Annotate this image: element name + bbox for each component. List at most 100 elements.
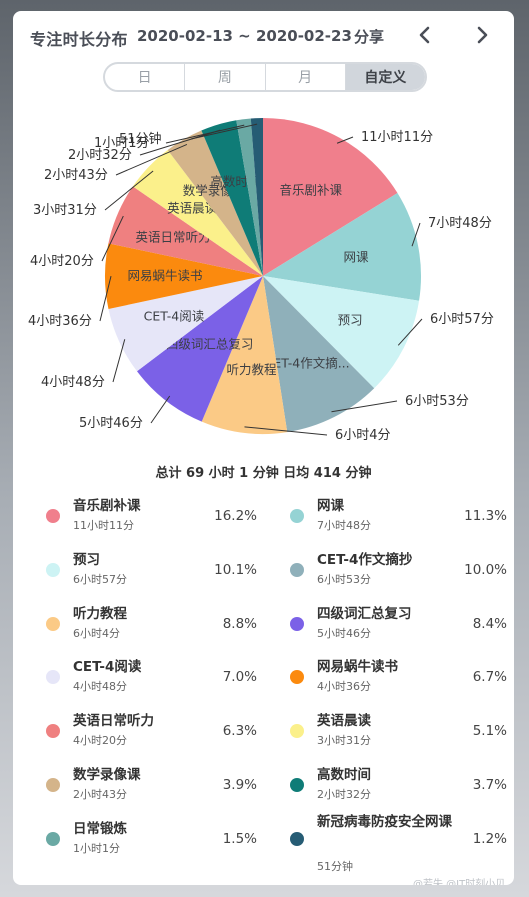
- legend-color-dot: [46, 778, 60, 792]
- legend-percent: 10.1%: [214, 561, 257, 578]
- tab-week[interactable]: 周: [185, 64, 266, 90]
- slice-duration-label: 7小时48分: [428, 216, 492, 231]
- legend-color-dot: [290, 562, 304, 577]
- watermark: @若失 @IT时刻小贝日: [413, 879, 506, 885]
- chevron-right-icon: [477, 26, 488, 44]
- leader-line: [397, 318, 423, 346]
- pie-slice[interactable]: [263, 193, 422, 301]
- legend-percent: 10.0%: [464, 561, 507, 578]
- legend-duration: 4小时36分: [317, 680, 371, 694]
- share-button[interactable]: 分享: [354, 28, 385, 46]
- legend-name: CET-4作文摘抄: [317, 551, 413, 568]
- slice-duration-label: 4小时36分: [28, 314, 92, 329]
- pie-slice[interactable]: [108, 276, 263, 372]
- legend-name: 网易蜗牛读书: [317, 659, 398, 676]
- pie-slice[interactable]: [201, 276, 288, 435]
- legend-duration: 1小时1分: [73, 841, 120, 855]
- pie-slice[interactable]: [250, 118, 263, 276]
- header-bar: 专注时长分布 2020-02-13 ~ 2020-02-23 分享: [13, 11, 514, 61]
- legend-percent: 8.4%: [472, 615, 507, 632]
- legend-percent: 7.0%: [222, 669, 257, 686]
- pie-slice[interactable]: [105, 243, 264, 310]
- pie-slice[interactable]: [167, 130, 263, 276]
- leader-line: [99, 276, 112, 322]
- legend-name: 新冠病毒防疫安全网课: [317, 813, 452, 830]
- legend-name: CET-4阅读: [73, 659, 142, 676]
- legend-percent: 5.1%: [472, 723, 507, 740]
- legend-name: 高数时间: [317, 767, 371, 783]
- legend-color-dot: [290, 616, 304, 631]
- legend-item[interactable]: 网易蜗牛读书 4小时36分 6.7%: [263, 654, 513, 708]
- legend-name: 英语日常听力: [73, 713, 154, 730]
- tab-day[interactable]: 日: [105, 64, 186, 90]
- legend-color-dot: [46, 670, 60, 685]
- legend-item[interactable]: 音乐剧补课 11小时11分 16.2%: [13, 493, 263, 547]
- slice-duration-label: 6小时57分: [430, 312, 494, 327]
- slice-duration-label: 6小时4分: [335, 428, 391, 443]
- pie-slice[interactable]: [263, 118, 398, 276]
- prev-period-button[interactable]: [409, 19, 441, 51]
- leader-line: [411, 222, 421, 247]
- leader-line: [165, 124, 245, 144]
- tab-custom[interactable]: 自定义: [345, 64, 425, 90]
- legend-duration: 2小时32分: [317, 788, 371, 801]
- legend-color-dot: [290, 831, 304, 846]
- slice-duration-label: 1小时1分: [94, 136, 150, 151]
- tab-month[interactable]: 月: [266, 64, 346, 90]
- legend-item[interactable]: 听力教程 6小时4分 8.8%: [13, 601, 263, 655]
- legend-item[interactable]: 预习 6小时57分 10.1%: [13, 547, 263, 601]
- legend-name: 音乐剧补课: [73, 498, 141, 514]
- legend-percent: 1.5%: [222, 830, 257, 847]
- pie-slice[interactable]: [263, 276, 375, 433]
- slice-duration-label: 11小时11分: [361, 130, 433, 145]
- legend-item[interactable]: 网课 7小时48分 11.3%: [263, 493, 513, 547]
- legend-item[interactable]: 数学录像课 2小时43分 3.9%: [13, 762, 263, 816]
- legend-duration: 2小时43分: [73, 788, 127, 801]
- pie-slice[interactable]: [201, 120, 263, 276]
- leader-line: [150, 395, 171, 424]
- legend-name: 四级词汇总复习: [317, 605, 412, 622]
- slice-inner-label: 英语晨读: [167, 200, 217, 215]
- slice-duration-label: 2小时32分: [68, 148, 132, 163]
- chevron-left-icon: [419, 26, 430, 44]
- slice-duration-label: 5小时46分: [79, 416, 143, 431]
- legend-item[interactable]: 日常锻炼 1小时1分 1.5%: [13, 816, 263, 870]
- leader-line: [104, 170, 154, 211]
- legend-item[interactable]: CET-4作文摘抄 6小时53分 10.0%: [263, 547, 513, 601]
- pie-slice[interactable]: [263, 276, 420, 389]
- pie-slice[interactable]: [136, 276, 263, 422]
- legend-color-dot: [46, 724, 60, 739]
- legend-duration: 7小时48分: [317, 519, 371, 532]
- legend-duration: 11小时11分: [73, 519, 134, 532]
- leader-line: [331, 400, 398, 413]
- legend-item[interactable]: 高数时间 2小时32分 3.7%: [263, 762, 513, 816]
- legend-item[interactable]: 英语日常听力 4小时20分 6.3%: [13, 708, 263, 762]
- legend-item[interactable]: 英语晨读 3小时31分 5.1%: [263, 708, 513, 762]
- legend-percent: 8.8%: [222, 615, 257, 632]
- slice-duration-label: 2小时43分: [44, 168, 108, 183]
- legend-duration: 5小时46分: [317, 626, 371, 640]
- pie-slice[interactable]: [236, 118, 263, 276]
- legend-percent: 6.3%: [222, 723, 257, 740]
- legend-percent: 11.3%: [464, 508, 507, 524]
- slice-inner-label: 英语日常听力: [135, 229, 210, 244]
- legend-color-dot: [46, 562, 60, 577]
- pie-slice[interactable]: [132, 150, 263, 276]
- slice-inner-label: CET-4阅读: [144, 309, 205, 324]
- slice-inner-label: 网课: [343, 249, 369, 264]
- legend-color-dot: [290, 778, 304, 792]
- legend-color-dot: [46, 616, 60, 631]
- legend-item[interactable]: 新冠病毒防疫安全网课 51分钟 1.2%: [263, 813, 513, 873]
- leader-line: [190, 123, 258, 140]
- legend-color-dot: [46, 831, 60, 846]
- next-period-button[interactable]: [466, 19, 498, 51]
- legend-item[interactable]: 四级词汇总复习 5小时46分 8.4%: [263, 601, 513, 655]
- pie-slice[interactable]: [108, 186, 263, 276]
- legend-name: 日常锻炼: [73, 820, 127, 837]
- page-title: 专注时长分布: [30, 30, 128, 49]
- legend-name: 预习: [73, 551, 100, 568]
- leader-line: [115, 143, 188, 176]
- legend-item[interactable]: CET-4阅读 4小时48分 7.0%: [13, 654, 263, 708]
- legend-name: 网课: [317, 498, 344, 514]
